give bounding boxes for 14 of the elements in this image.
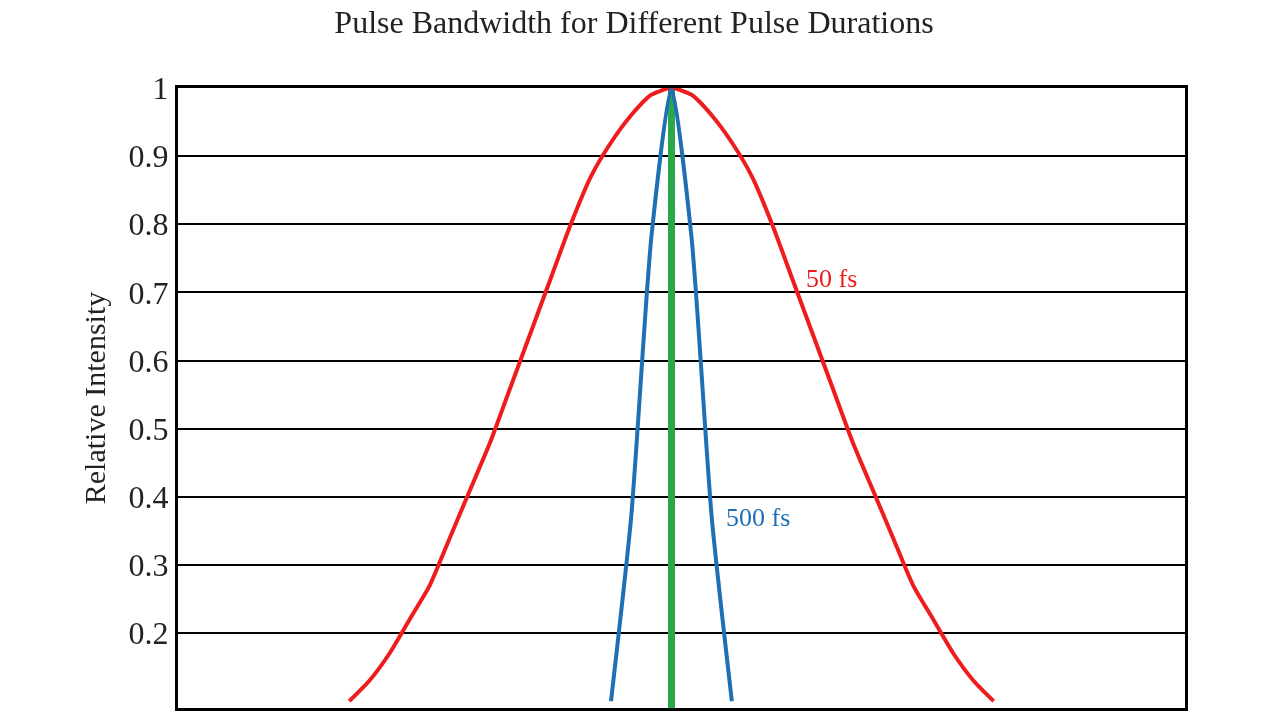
series-label: 50 fs — [806, 264, 858, 293]
y-tick-label: 0.5 — [128, 410, 169, 447]
line-series — [347, 88, 996, 704]
series-label: 500 fs — [726, 503, 791, 532]
chart-title: Pulse Bandwidth for Different Pulse Durations — [334, 4, 934, 41]
y-tick-label: 0.9 — [128, 138, 169, 175]
y-tick-label: 1 — [152, 70, 169, 107]
y-tick-label: 0.4 — [128, 478, 169, 515]
y-tick-label: 0.7 — [128, 274, 169, 311]
y-tick-label: 0.3 — [128, 547, 169, 584]
y-tick-label: 0.8 — [128, 206, 169, 243]
y-axis-title: Relative Intensity — [77, 291, 111, 505]
y-tick-label: 0.6 — [128, 342, 169, 379]
y-tick-label: 0.2 — [128, 615, 169, 652]
